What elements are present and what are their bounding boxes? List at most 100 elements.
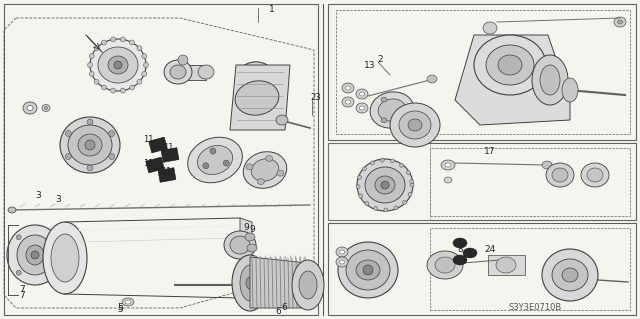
Ellipse shape (299, 271, 317, 299)
Ellipse shape (120, 88, 125, 93)
Ellipse shape (98, 47, 138, 83)
Ellipse shape (142, 54, 147, 59)
Polygon shape (148, 137, 167, 153)
Ellipse shape (43, 222, 87, 294)
Ellipse shape (230, 236, 250, 254)
Ellipse shape (170, 65, 186, 79)
Ellipse shape (78, 134, 102, 156)
Text: 24: 24 (484, 246, 495, 255)
Text: 6: 6 (281, 303, 287, 313)
Ellipse shape (16, 270, 21, 275)
Ellipse shape (109, 153, 115, 160)
Ellipse shape (246, 277, 254, 289)
Ellipse shape (65, 130, 71, 137)
Ellipse shape (129, 85, 134, 90)
Ellipse shape (246, 164, 253, 170)
Ellipse shape (197, 145, 232, 174)
Ellipse shape (45, 107, 47, 109)
Bar (328, 223, 636, 315)
Text: 11: 11 (163, 144, 173, 152)
Ellipse shape (614, 17, 626, 27)
Ellipse shape (102, 85, 106, 90)
Ellipse shape (240, 265, 260, 301)
Text: 17: 17 (484, 147, 496, 157)
Ellipse shape (42, 105, 50, 112)
Ellipse shape (444, 177, 452, 183)
Text: 2: 2 (377, 56, 383, 64)
Ellipse shape (381, 181, 389, 189)
Ellipse shape (87, 119, 93, 125)
Polygon shape (230, 65, 290, 130)
Ellipse shape (114, 61, 122, 69)
Ellipse shape (68, 125, 112, 165)
Ellipse shape (498, 55, 522, 75)
Ellipse shape (483, 22, 497, 34)
Ellipse shape (403, 200, 406, 204)
Ellipse shape (356, 103, 368, 113)
Ellipse shape (277, 170, 284, 176)
Ellipse shape (427, 251, 463, 279)
Polygon shape (250, 257, 308, 308)
Ellipse shape (94, 46, 99, 51)
Ellipse shape (8, 207, 16, 213)
Ellipse shape (339, 260, 344, 264)
Ellipse shape (540, 65, 560, 95)
Ellipse shape (336, 247, 348, 257)
Ellipse shape (243, 152, 287, 188)
Ellipse shape (338, 242, 398, 298)
Ellipse shape (120, 37, 125, 42)
Ellipse shape (374, 206, 378, 211)
Ellipse shape (542, 249, 598, 301)
Ellipse shape (552, 259, 588, 291)
Text: 5: 5 (117, 303, 123, 313)
Ellipse shape (357, 159, 413, 211)
Ellipse shape (381, 97, 387, 102)
Ellipse shape (137, 46, 142, 51)
Ellipse shape (31, 251, 39, 259)
Ellipse shape (7, 225, 63, 285)
Text: 9: 9 (243, 224, 249, 233)
Ellipse shape (360, 106, 365, 110)
Text: S3Y3E0710B: S3Y3E0710B (508, 303, 562, 313)
Ellipse shape (362, 167, 366, 171)
Ellipse shape (552, 168, 568, 182)
Ellipse shape (65, 153, 71, 160)
Ellipse shape (49, 270, 54, 275)
Ellipse shape (496, 257, 516, 273)
Text: 23: 23 (310, 93, 321, 102)
Ellipse shape (453, 238, 467, 248)
Text: 6: 6 (275, 308, 281, 316)
Ellipse shape (532, 55, 568, 105)
Ellipse shape (27, 106, 33, 110)
Ellipse shape (49, 235, 54, 240)
Ellipse shape (427, 75, 437, 83)
Ellipse shape (365, 167, 405, 203)
Ellipse shape (232, 255, 268, 311)
Ellipse shape (17, 235, 53, 275)
Ellipse shape (542, 161, 552, 169)
Ellipse shape (435, 257, 455, 273)
Bar (185, 65, 206, 80)
Ellipse shape (245, 233, 255, 241)
Polygon shape (240, 218, 252, 298)
Ellipse shape (16, 235, 21, 240)
Bar (430, 228, 630, 310)
Ellipse shape (89, 54, 94, 59)
Bar (4, 4, 318, 315)
Ellipse shape (445, 163, 451, 167)
Ellipse shape (26, 245, 44, 265)
Ellipse shape (441, 160, 455, 170)
Ellipse shape (405, 108, 411, 113)
Bar (328, 143, 430, 220)
Ellipse shape (546, 163, 574, 187)
Bar (328, 143, 636, 220)
Ellipse shape (408, 192, 412, 197)
Ellipse shape (164, 60, 192, 84)
Ellipse shape (242, 69, 268, 91)
Ellipse shape (223, 160, 229, 166)
Ellipse shape (359, 194, 363, 198)
Text: 7: 7 (19, 291, 25, 300)
Ellipse shape (276, 115, 288, 125)
Ellipse shape (94, 79, 99, 84)
Ellipse shape (266, 155, 273, 161)
